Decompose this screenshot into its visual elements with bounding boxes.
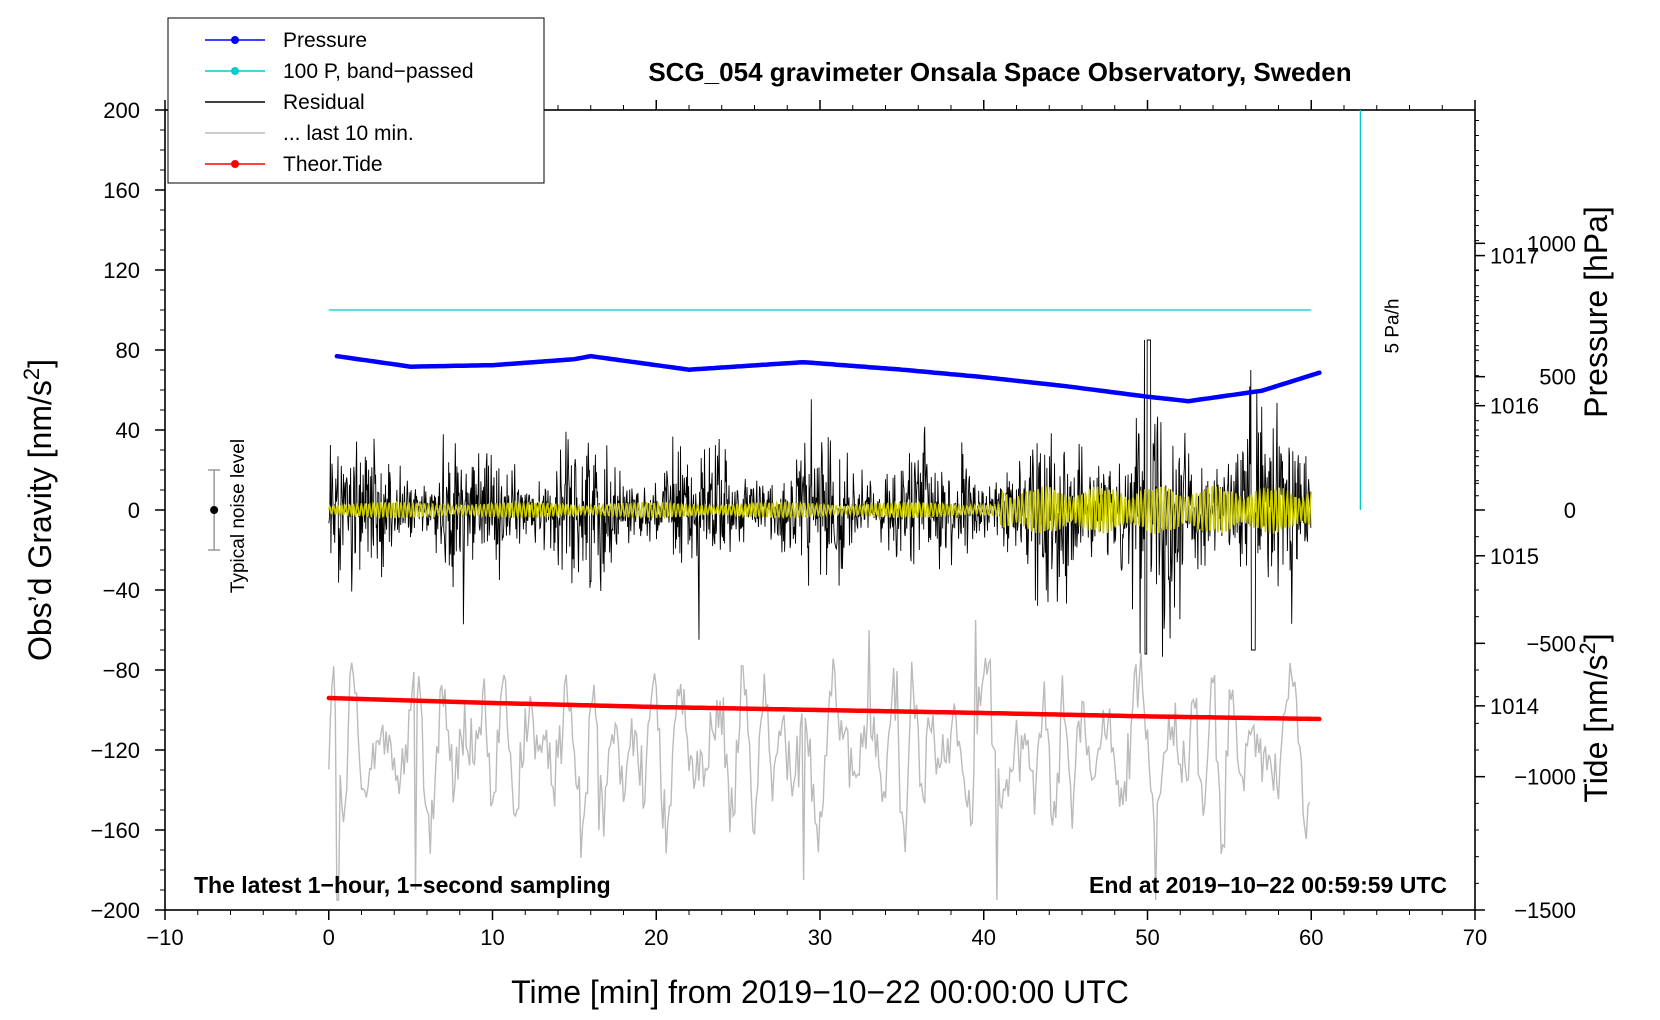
x-tick-label: 40	[972, 925, 996, 950]
y-axis-title-tide-main: Tide [nm/s	[1578, 654, 1614, 802]
y-tick-label: −200	[90, 898, 140, 923]
rate-annotation-label: 5 Pa/h	[1382, 299, 1403, 354]
legend-label: Pressure	[283, 29, 367, 52]
legend-box	[167, 17, 545, 184]
x-tick-label: 10	[480, 925, 504, 950]
axis-ticks: −10 0 10 20 30 40 50 60 70 200 160 120 80 40 0 −40 −80 −1…	[90, 98, 1576, 950]
pressure-tick-label: 1016	[1490, 394, 1539, 419]
y-axis-title-gravity-end: ]	[22, 359, 58, 368]
y-axis-title-pressure: Pressure [hPa]	[1578, 206, 1614, 418]
pressure-tick-label: 1015	[1490, 544, 1539, 569]
legend-label: ... last 10 min.	[283, 122, 414, 145]
noise-errorbar-point	[210, 506, 219, 514]
y-tick-label: −160	[90, 818, 140, 843]
legend: Pressure 100 P, band−passed Residual ... la…	[167, 17, 545, 184]
tide-tick-label: 500	[1539, 365, 1576, 390]
pressure-tick-label: 1017	[1490, 244, 1539, 269]
tide-tick-label: 0	[1564, 498, 1576, 523]
y-tick-label: 0	[128, 498, 140, 523]
series-residual-line	[328, 339, 1312, 657]
x-axis-title: Time [min] from 2019−10−22 00:00:00 UTC	[511, 974, 1129, 1010]
series-residual-smoothed-line	[328, 486, 1312, 534]
x-tick-label: 60	[1299, 925, 1323, 950]
y-axis-title-gravity: Obs’d Gravity [nm/s2]	[19, 359, 58, 661]
y-tick-label: −120	[90, 738, 140, 763]
x-tick-label: 20	[644, 925, 668, 950]
tide-tick-label: −1000	[1514, 765, 1576, 790]
y-tick-label: −40	[103, 578, 140, 603]
legend-swatch-marker	[231, 36, 239, 44]
series-layer	[208, 110, 1362, 901]
legend-label: 100 P, band−passed	[283, 60, 474, 83]
y-tick-label: 80	[116, 338, 140, 363]
x-tick-label: −10	[146, 925, 183, 950]
footer-note-right: End at 2019−10−22 00:59:59 UTC	[1089, 872, 1447, 898]
legend-label: Residual	[283, 91, 365, 114]
series-theor-tide-line	[326, 695, 1322, 722]
legend-swatch-marker	[231, 67, 239, 75]
pressure-tick-label: 1014	[1490, 694, 1539, 719]
x-tick-label: 30	[808, 925, 832, 950]
y-tick-label: −80	[103, 658, 140, 683]
footer-note-left: The latest 1−hour, 1−second sampling	[194, 872, 611, 898]
y-tick-label: 160	[103, 178, 140, 203]
y-axis-title-gravity-sup: 2	[19, 368, 44, 380]
y-tick-label: 200	[103, 98, 140, 123]
x-tick-label: 0	[323, 925, 335, 950]
noise-annotation-label: Typical noise level	[228, 439, 249, 593]
tide-tick-label: −500	[1526, 631, 1576, 656]
tide-tick-label: −1500	[1514, 898, 1576, 923]
y-tick-label: 40	[116, 418, 140, 443]
legend-label: Theor.Tide	[283, 153, 383, 176]
y-axis-title-gravity-main: Obs’d Gravity [nm/s	[22, 380, 58, 661]
x-tick-label: 50	[1135, 925, 1159, 950]
y-axis-title-tide-sup: 2	[1575, 642, 1600, 654]
x-tick-label: 70	[1463, 925, 1487, 950]
chart-title: SCG_054 gravimeter Onsala Space Observat…	[648, 57, 1351, 87]
legend-swatch-marker	[231, 160, 239, 168]
y-axis-title-tide: Tide [nm/s2]	[1575, 633, 1614, 802]
y-axis-title-tide-end: ]	[1578, 633, 1614, 642]
series-pressure-line	[334, 353, 1322, 404]
y-tick-label: 120	[103, 258, 140, 283]
series-last-10-min-line	[328, 619, 1311, 901]
tide-tick-label: 1000	[1527, 231, 1576, 256]
